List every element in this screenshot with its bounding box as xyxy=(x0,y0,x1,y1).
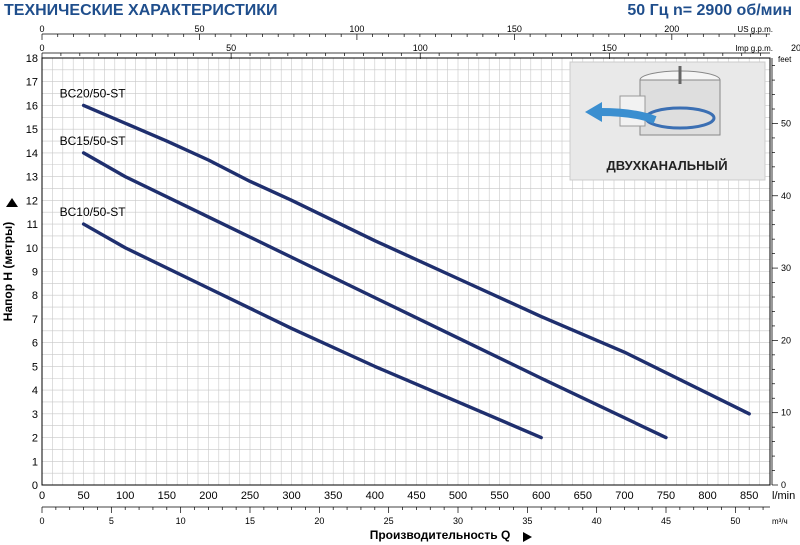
series-label: BC15/50-ST xyxy=(60,134,127,148)
x-tick-label: 750 xyxy=(657,490,675,502)
m3h-tick-label: 30 xyxy=(453,516,463,526)
x-tick-label: 250 xyxy=(241,490,259,502)
y-tick-label: 13 xyxy=(26,172,38,184)
y-tick-label: 12 xyxy=(26,195,38,207)
feet-axis-label: feet xyxy=(778,55,792,64)
y-tick-label: 7 xyxy=(32,314,38,326)
chart-subtitle: 50 Гц n= 2900 об/мин xyxy=(627,2,792,19)
series-label: BC20/50-ST xyxy=(60,86,127,100)
y-tick-label: 2 xyxy=(32,433,38,445)
m3h-tick-label: 10 xyxy=(176,516,186,526)
us-gpm-axis-label: US g.p.m. xyxy=(737,25,773,34)
x-tick-label: 850 xyxy=(740,490,758,502)
y-tick-label: 5 xyxy=(32,361,38,373)
y-tick-label: 3 xyxy=(32,409,38,421)
x-tick-label: 50 xyxy=(77,490,89,502)
m3h-axis-label: m³/ч xyxy=(772,517,788,526)
x-axis-label: Производительность Q xyxy=(370,528,511,542)
pump-inset xyxy=(569,61,766,181)
imp-gpm-tick-label: 0 xyxy=(39,43,44,53)
y-tick-label: 10 xyxy=(26,243,38,255)
y-tick-label: 9 xyxy=(32,267,38,279)
feet-tick-label: 50 xyxy=(781,118,791,128)
imp-gpm-axis-label: Imp g.p.m. xyxy=(735,44,773,53)
m3h-tick-label: 0 xyxy=(39,516,44,526)
series-line xyxy=(81,103,751,416)
chart-title: ТЕХНИЧЕСКИЕ ХАРАКТЕРИСТИКИ xyxy=(4,2,278,19)
x-tick-label: 150 xyxy=(158,490,176,502)
x-axis-arrow-icon xyxy=(523,532,532,542)
flow-arrow-icon xyxy=(599,108,657,124)
y-tick-label: 0 xyxy=(32,480,38,492)
series-line xyxy=(81,151,668,440)
m3h-tick-label: 5 xyxy=(109,516,114,526)
x-tick-label: 700 xyxy=(615,490,633,502)
feet-tick-label: 30 xyxy=(781,263,791,273)
inset-caption: ДВУХКАНАЛЬНЫЙ xyxy=(606,158,727,173)
y-tick-label: 11 xyxy=(27,219,38,231)
series-line xyxy=(81,222,543,440)
y-tick-label: 16 xyxy=(26,100,38,112)
m3h-tick-label: 25 xyxy=(384,516,394,526)
y-axis-label: Напор H (метры) xyxy=(1,222,15,321)
m3h-tick-label: 35 xyxy=(522,516,532,526)
us-gpm-tick-label: 150 xyxy=(507,24,522,34)
y-tick-label: 1 xyxy=(32,456,38,468)
us-gpm-tick-label: 200 xyxy=(664,24,679,34)
y-tick-label: 17 xyxy=(26,77,38,89)
x-tick-label: 100 xyxy=(116,490,134,502)
x-unit-label: l/min xyxy=(772,490,795,502)
m3h-tick-label: 20 xyxy=(314,516,324,526)
x-tick-label: 200 xyxy=(199,490,217,502)
m3h-tick-label: 40 xyxy=(592,516,602,526)
y-axis-arrow-icon xyxy=(6,198,18,207)
us-gpm-tick-label: 50 xyxy=(194,24,204,34)
x-tick-label: 450 xyxy=(407,490,425,502)
m3h-tick-label: 50 xyxy=(730,516,740,526)
feet-tick-label: 0 xyxy=(781,480,786,490)
m3h-tick-label: 15 xyxy=(245,516,255,526)
y-tick-label: 15 xyxy=(26,124,38,136)
y-tick-label: 4 xyxy=(32,385,38,397)
x-tick-label: 550 xyxy=(490,490,508,502)
x-tick-label: 600 xyxy=(532,490,550,502)
imp-gpm-tick-label: 100 xyxy=(413,43,428,53)
x-tick-label: 650 xyxy=(574,490,592,502)
y-tick-label: 14 xyxy=(26,148,38,160)
us-gpm-tick-label: 100 xyxy=(349,24,364,34)
x-tick-label: 0 xyxy=(39,490,45,502)
plot-frame xyxy=(41,57,771,486)
flow-arrowhead-icon xyxy=(585,102,602,122)
feet-tick-label: 40 xyxy=(781,191,791,201)
x-tick-label: 300 xyxy=(282,490,300,502)
series-label: BC10/50-ST xyxy=(60,205,127,219)
x-tick-label: 800 xyxy=(698,490,716,502)
us-gpm-tick-label: 0 xyxy=(39,24,44,34)
y-tick-label: 8 xyxy=(32,290,38,302)
m3h-tick-label: 45 xyxy=(661,516,671,526)
y-tick-label: 18 xyxy=(26,53,38,65)
imp-gpm-tick-label: 50 xyxy=(226,43,236,53)
y-tick-label: 6 xyxy=(32,338,38,350)
imp-gpm-tick-label: 150 xyxy=(602,43,617,53)
imp-gpm-tick-label: 200 xyxy=(791,43,800,53)
x-tick-label: 350 xyxy=(324,490,342,502)
x-tick-label: 500 xyxy=(449,490,467,502)
x-tick-label: 400 xyxy=(366,490,384,502)
feet-tick-label: 20 xyxy=(781,335,791,345)
feet-tick-label: 10 xyxy=(781,408,791,418)
